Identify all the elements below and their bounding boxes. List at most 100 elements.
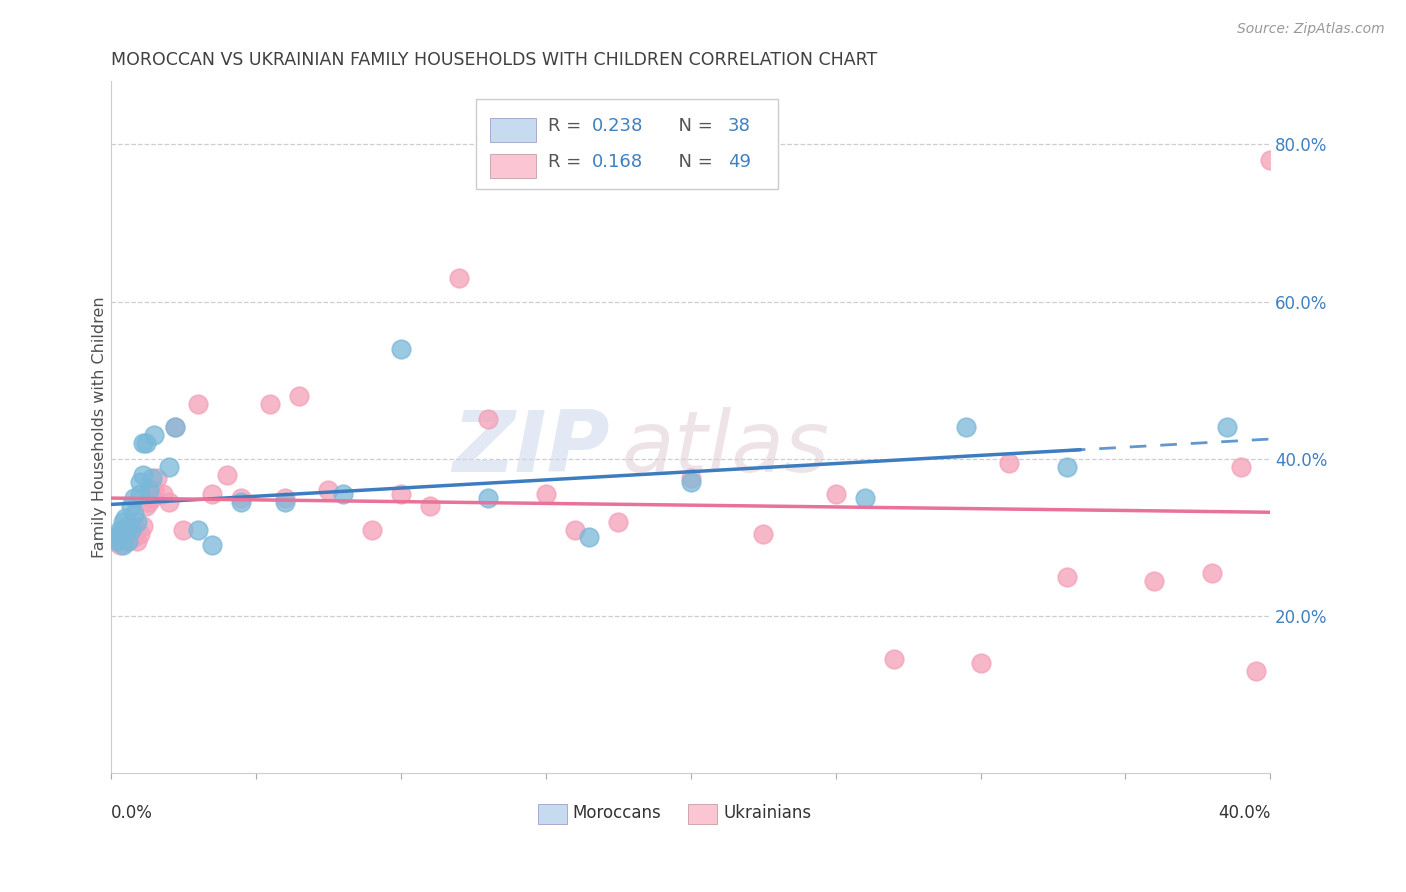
Point: [259, 397, 281, 411]
Point: [172, 523, 194, 537]
Point: [103, 531, 125, 545]
Point: [201, 538, 224, 552]
Text: R =: R =: [548, 153, 588, 171]
Point: [360, 523, 382, 537]
Text: 0.0%: 0.0%: [111, 805, 153, 822]
Point: [955, 420, 977, 434]
Point: [163, 420, 186, 434]
Point: [274, 491, 297, 505]
Point: [679, 471, 702, 485]
Point: [125, 534, 148, 549]
Point: [120, 499, 142, 513]
Point: [534, 487, 557, 501]
Point: [1216, 420, 1239, 434]
Point: [332, 487, 354, 501]
Point: [138, 483, 160, 498]
Point: [122, 507, 145, 521]
Point: [1201, 566, 1223, 580]
Point: [607, 515, 630, 529]
Point: [117, 534, 139, 549]
Point: [883, 652, 905, 666]
FancyBboxPatch shape: [537, 805, 567, 824]
Point: [564, 523, 586, 537]
Point: [447, 271, 470, 285]
Point: [132, 467, 155, 482]
Point: [141, 491, 163, 505]
Point: [201, 487, 224, 501]
Point: [141, 471, 163, 485]
Y-axis label: Family Households with Children: Family Households with Children: [93, 296, 107, 558]
Point: [477, 412, 499, 426]
Text: ZIP: ZIP: [451, 407, 609, 490]
Point: [274, 495, 297, 509]
Text: N =: N =: [668, 118, 718, 136]
Point: [103, 534, 125, 549]
Point: [108, 538, 131, 552]
FancyBboxPatch shape: [477, 99, 778, 188]
Text: 49: 49: [728, 153, 751, 171]
Point: [1244, 664, 1267, 678]
Point: [135, 499, 157, 513]
Point: [969, 657, 991, 671]
Point: [120, 523, 142, 537]
Point: [105, 534, 128, 549]
Point: [152, 487, 174, 501]
Point: [108, 523, 131, 537]
Point: [1056, 570, 1078, 584]
Point: [477, 491, 499, 505]
Point: [187, 397, 209, 411]
Point: [105, 531, 128, 545]
Text: R =: R =: [548, 118, 588, 136]
Point: [129, 475, 152, 490]
Text: N =: N =: [668, 153, 718, 171]
Point: [231, 491, 253, 505]
Point: [318, 483, 340, 498]
Point: [143, 428, 166, 442]
Point: [120, 523, 142, 537]
Text: 0.168: 0.168: [592, 153, 643, 171]
Point: [419, 499, 441, 513]
Point: [114, 523, 136, 537]
Point: [111, 538, 134, 552]
Text: MOROCCAN VS UKRAINIAN FAMILY HOUSEHOLDS WITH CHILDREN CORRELATION CHART: MOROCCAN VS UKRAINIAN FAMILY HOUSEHOLDS …: [111, 51, 877, 69]
Point: [157, 459, 180, 474]
Point: [157, 495, 180, 509]
Point: [143, 483, 166, 498]
Point: [288, 389, 311, 403]
Point: [1230, 459, 1253, 474]
Text: Moroccans: Moroccans: [572, 805, 661, 822]
Point: [138, 495, 160, 509]
Text: 38: 38: [728, 118, 751, 136]
Point: [1056, 459, 1078, 474]
Point: [108, 526, 131, 541]
Point: [135, 436, 157, 450]
Point: [853, 491, 876, 505]
Point: [117, 518, 139, 533]
Point: [114, 510, 136, 524]
Point: [132, 436, 155, 450]
Text: Ukrainians: Ukrainians: [723, 805, 811, 822]
Point: [129, 526, 152, 541]
Point: [215, 467, 238, 482]
Point: [998, 456, 1021, 470]
Point: [111, 526, 134, 541]
Point: [125, 515, 148, 529]
Point: [824, 487, 846, 501]
Point: [578, 531, 600, 545]
Point: [389, 487, 412, 501]
FancyBboxPatch shape: [491, 118, 537, 142]
Text: 0.238: 0.238: [592, 118, 644, 136]
Point: [146, 471, 169, 485]
Point: [122, 491, 145, 505]
Text: Source: ZipAtlas.com: Source: ZipAtlas.com: [1237, 22, 1385, 37]
Point: [1260, 153, 1282, 167]
Point: [114, 523, 136, 537]
FancyBboxPatch shape: [491, 154, 537, 178]
Point: [111, 515, 134, 529]
Point: [122, 518, 145, 533]
Point: [122, 531, 145, 545]
FancyBboxPatch shape: [689, 805, 717, 824]
Point: [752, 526, 775, 541]
Point: [117, 534, 139, 549]
Text: 40.0%: 40.0%: [1218, 805, 1271, 822]
